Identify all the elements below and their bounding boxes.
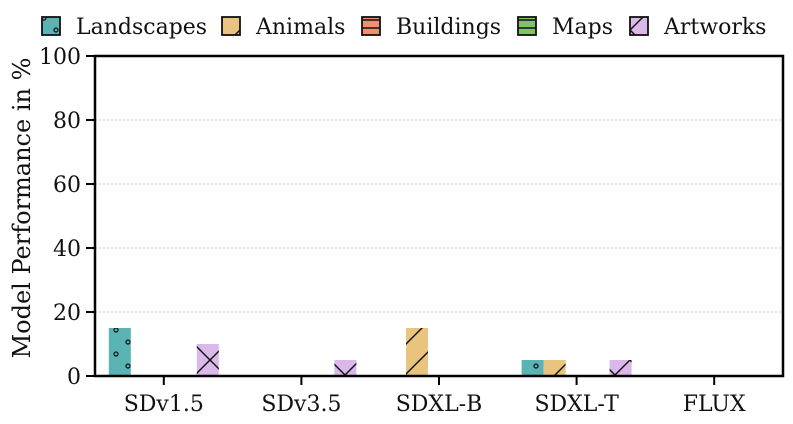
y-tick-label: 20 [53, 301, 81, 326]
legend-swatch-hatch [362, 17, 380, 35]
legend-swatch-hatch [518, 17, 536, 35]
bar-artworks-sdv1.5 [196, 344, 219, 376]
legend-swatch-hatch [222, 17, 240, 35]
x-tick-label: SDv1.5 [124, 392, 204, 417]
legend-item-animals: Animals [221, 15, 345, 40]
x-tick-label: SDXL-B [396, 392, 483, 417]
bar-hatch [108, 328, 131, 376]
legend-item-buildings: Buildings [361, 15, 501, 40]
bar-hatch [406, 328, 428, 376]
legend-label: Maps [552, 15, 613, 40]
y-tick-label: 100 [39, 45, 81, 70]
legend-swatch-hatch [630, 17, 648, 35]
bar-hatch [196, 344, 219, 376]
bar-hatch [334, 360, 357, 376]
bar-animals-sdxl-t [543, 360, 566, 376]
bar-hatch [609, 360, 632, 376]
bars [108, 328, 632, 376]
bar-artworks-sdv3.5 [334, 360, 357, 376]
bar-hatch [521, 360, 544, 376]
legend-item-landscapes: Landscapes [41, 15, 207, 40]
legend-item-artworks: Artworks [629, 15, 766, 40]
y-tick-label: 0 [67, 365, 81, 390]
bar-landscapes-sdv1.5 [108, 328, 131, 376]
legend-label: Artworks [663, 15, 766, 40]
bar-artworks-sdxl-t [609, 360, 632, 376]
y-tick-label: 80 [53, 109, 81, 134]
y-tick-label: 40 [53, 237, 81, 262]
legend-label: Buildings [396, 15, 501, 40]
x-axis: SDv1.5 SDv3.5 SDXL-B SDXL-T FLUX [124, 376, 746, 417]
x-tick-label: FLUX [683, 392, 746, 417]
y-axis-label: Model Performance in % [8, 58, 36, 359]
bar-landscapes-sdxl-t [521, 360, 544, 376]
bar-hatch [543, 360, 566, 376]
legend: Landscapes Animals Buildings Maps Artworks [41, 15, 766, 40]
x-tick-label: SDXL-T [534, 392, 619, 417]
legend-swatch-hatch [42, 17, 60, 35]
y-tick-label: 60 [53, 173, 81, 198]
y-axis: 0 20 40 60 80 100 [39, 45, 95, 390]
x-tick-label: SDv3.5 [261, 392, 341, 417]
legend-label: Landscapes [76, 15, 207, 40]
grid-lines [95, 119, 783, 313]
legend-item-maps: Maps [517, 15, 613, 40]
legend-label: Animals [255, 15, 345, 40]
plot-frame [93, 54, 785, 378]
bar-animals-sdxl-b [406, 328, 428, 376]
